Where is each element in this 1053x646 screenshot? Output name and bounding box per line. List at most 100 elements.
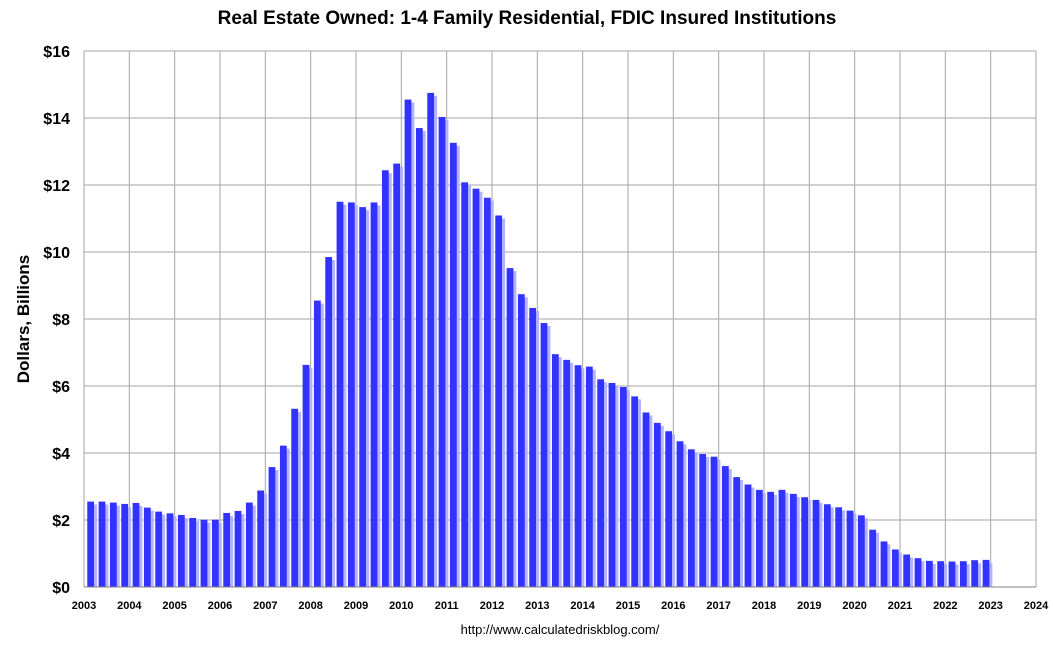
- bar: [982, 559, 990, 587]
- bar: [540, 323, 548, 587]
- y-tick-labels: $0 $2 $4 $6 $8 $10 $12 $14 $16: [43, 44, 70, 597]
- bar: [393, 163, 401, 587]
- bar: [574, 365, 582, 587]
- bar: [789, 493, 797, 587]
- x-tick-label: 2004: [117, 600, 142, 612]
- x-tick-label: 2003: [72, 600, 96, 612]
- bar: [166, 513, 174, 587]
- bar: [608, 382, 616, 587]
- bar: [449, 142, 457, 588]
- bar: [370, 202, 378, 588]
- bar: [767, 491, 775, 587]
- bar: [495, 215, 503, 588]
- bar: [733, 477, 741, 587]
- bar: [427, 92, 435, 587]
- y-axis-label: Dollars, Billions: [14, 255, 33, 383]
- x-tick-labels: 2003 2004 2005 2006 2007 2008 2009 2010 2011 2012…: [72, 600, 1049, 612]
- bar: [846, 510, 854, 587]
- bar: [381, 170, 389, 587]
- x-tick-label: 2009: [344, 600, 368, 612]
- bar: [223, 512, 231, 587]
- bar: [699, 454, 707, 587]
- y-tick-label: $0: [52, 580, 70, 597]
- x-tick-label: 2010: [389, 600, 413, 612]
- bar: [121, 503, 129, 587]
- y-tick-label: $14: [43, 111, 70, 128]
- x-tick-label: 2024: [1024, 600, 1049, 612]
- bar: [903, 554, 911, 587]
- bar: [959, 561, 967, 587]
- x-tick-label: 2022: [933, 600, 957, 612]
- bar: [835, 507, 843, 587]
- bar: [710, 456, 718, 587]
- bar: [313, 300, 321, 587]
- bar: [325, 257, 333, 587]
- bar: [891, 549, 899, 587]
- bar: [347, 202, 355, 588]
- bar: [438, 116, 446, 588]
- bar: [755, 489, 763, 587]
- bar: [257, 490, 265, 587]
- bar: [869, 529, 877, 587]
- y-tick-label: $4: [52, 446, 70, 463]
- bar: [415, 128, 423, 588]
- bar: [302, 364, 310, 587]
- bar: [268, 467, 276, 587]
- bar: [857, 515, 865, 587]
- bar: [812, 499, 820, 587]
- bar: [687, 449, 695, 587]
- x-tick-label: 2006: [208, 600, 232, 612]
- bar: [551, 354, 559, 587]
- y-tick-label: $2: [52, 513, 70, 530]
- x-tick-label: 2014: [570, 600, 595, 612]
- bar: [177, 514, 185, 587]
- y-tick-label: $10: [43, 245, 70, 262]
- y-tick-label: $6: [52, 379, 70, 396]
- bar: [676, 441, 684, 587]
- bar: [631, 396, 639, 587]
- source-url: http://www.calculatedriskblog.com/: [461, 622, 660, 637]
- bar: [200, 519, 208, 587]
- x-tick-label: 2013: [525, 600, 549, 612]
- bar: [245, 502, 253, 587]
- bar: [585, 366, 593, 587]
- bar: [529, 307, 537, 587]
- bar: [744, 484, 752, 587]
- y-tick-label: $16: [43, 44, 70, 61]
- bar: [721, 466, 729, 587]
- bar: [597, 379, 605, 587]
- bar: [359, 207, 367, 588]
- bar: [948, 561, 956, 587]
- bar: [506, 268, 514, 587]
- bar: [483, 197, 491, 588]
- x-tick-label: 2016: [661, 600, 685, 612]
- bar: [98, 501, 106, 587]
- x-tick-label: 2019: [797, 600, 821, 612]
- bar: [109, 502, 117, 587]
- bar: [880, 541, 888, 587]
- bar: [189, 517, 197, 587]
- bar: [665, 431, 673, 587]
- bar: [801, 497, 809, 587]
- x-tick-label: 2020: [842, 600, 866, 612]
- bar: [211, 519, 219, 587]
- bar: [619, 387, 627, 587]
- bar: [563, 359, 571, 587]
- bar: [778, 489, 786, 587]
- y-tick-label: $12: [43, 178, 70, 195]
- bar: [234, 510, 242, 587]
- bar: [971, 560, 979, 587]
- bar: [87, 501, 95, 587]
- x-tick-label: 2017: [706, 600, 730, 612]
- bar: [914, 558, 922, 587]
- bar: [823, 504, 831, 587]
- x-tick-label: 2005: [162, 600, 186, 612]
- x-tick-label: 2018: [752, 600, 776, 612]
- x-tick-label: 2008: [298, 600, 322, 612]
- bar: [155, 511, 163, 587]
- x-tick-label: 2015: [616, 600, 640, 612]
- bar: [291, 408, 299, 587]
- bar: [132, 502, 140, 587]
- chart-title: Real Estate Owned: 1-4 Family Residentia…: [218, 8, 837, 29]
